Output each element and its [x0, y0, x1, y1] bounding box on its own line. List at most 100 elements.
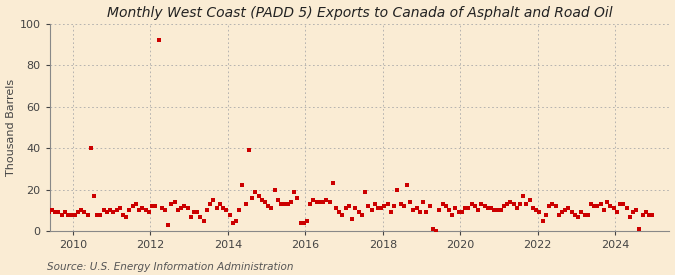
Point [53, 210, 64, 215]
Point [134, 208, 144, 213]
Point [547, 202, 558, 206]
Point [340, 206, 351, 211]
Point [469, 204, 480, 208]
Point [324, 200, 335, 204]
Point [398, 204, 409, 208]
Point [250, 189, 261, 194]
Title: Monthly West Coast (PADD 5) Exports to Canada of Asphalt and Road Oil: Monthly West Coast (PADD 5) Exports to C… [107, 6, 612, 20]
Point [363, 204, 374, 208]
Point [392, 188, 403, 192]
Point [70, 212, 80, 217]
Point [641, 210, 651, 215]
Point [121, 214, 132, 219]
Point [321, 198, 331, 202]
Point [256, 198, 267, 202]
Point [99, 208, 109, 213]
Point [543, 204, 554, 208]
Point [101, 210, 112, 215]
Point [34, 214, 45, 219]
Point [50, 210, 61, 215]
Point [644, 212, 655, 217]
Point [605, 204, 616, 208]
Point [624, 214, 635, 219]
Point [514, 202, 525, 206]
Point [82, 212, 93, 217]
Point [508, 202, 519, 206]
Point [460, 206, 470, 211]
Point [466, 202, 477, 206]
Point [253, 194, 264, 198]
Point [512, 206, 522, 211]
Point [169, 200, 180, 204]
Point [72, 210, 83, 215]
Point [88, 194, 99, 198]
Point [421, 210, 432, 215]
Point [595, 202, 606, 206]
Point [198, 219, 209, 223]
Point [263, 204, 273, 208]
Point [472, 208, 483, 213]
Point [601, 200, 612, 204]
Point [334, 210, 345, 215]
Point [269, 188, 280, 192]
Point [289, 189, 300, 194]
Point [159, 208, 170, 213]
Point [188, 210, 199, 215]
Point [350, 206, 361, 211]
Point [418, 200, 429, 204]
Point [443, 208, 454, 213]
Point [373, 206, 383, 211]
Point [550, 204, 561, 208]
Point [279, 202, 290, 206]
Point [534, 210, 545, 215]
Point [557, 210, 568, 215]
Point [537, 219, 548, 223]
Point [599, 208, 610, 213]
Point [282, 202, 293, 206]
Point [437, 202, 448, 206]
Point [311, 200, 322, 204]
Point [408, 208, 419, 213]
Point [347, 216, 358, 221]
Point [318, 200, 329, 204]
Point [450, 206, 461, 211]
Point [217, 206, 228, 211]
Point [182, 206, 193, 211]
Point [356, 212, 367, 217]
Point [489, 208, 500, 213]
Point [382, 202, 393, 206]
Point [579, 212, 590, 217]
Point [66, 212, 77, 217]
Point [531, 208, 541, 213]
Point [485, 206, 496, 211]
Point [276, 202, 287, 206]
Point [85, 146, 96, 150]
Point [143, 210, 154, 215]
Point [563, 206, 574, 211]
Point [637, 212, 648, 217]
Point [476, 202, 487, 206]
Point [376, 206, 387, 211]
Point [153, 38, 164, 42]
Point [137, 206, 148, 211]
Point [389, 204, 400, 208]
Point [576, 210, 587, 215]
Point [427, 227, 438, 231]
Point [327, 181, 338, 186]
Point [541, 212, 551, 217]
Point [483, 206, 493, 211]
Point [231, 219, 242, 223]
Point [157, 206, 167, 211]
Point [292, 196, 302, 200]
Point [305, 202, 316, 206]
Point [221, 208, 232, 213]
Point [146, 204, 157, 208]
Text: Source: U.S. Energy Information Administration: Source: U.S. Energy Information Administ… [47, 262, 294, 272]
Point [612, 210, 622, 215]
Point [76, 208, 86, 213]
Point [202, 208, 213, 213]
Point [528, 206, 539, 211]
Point [518, 194, 529, 198]
Point [586, 202, 597, 206]
Point [286, 200, 296, 204]
